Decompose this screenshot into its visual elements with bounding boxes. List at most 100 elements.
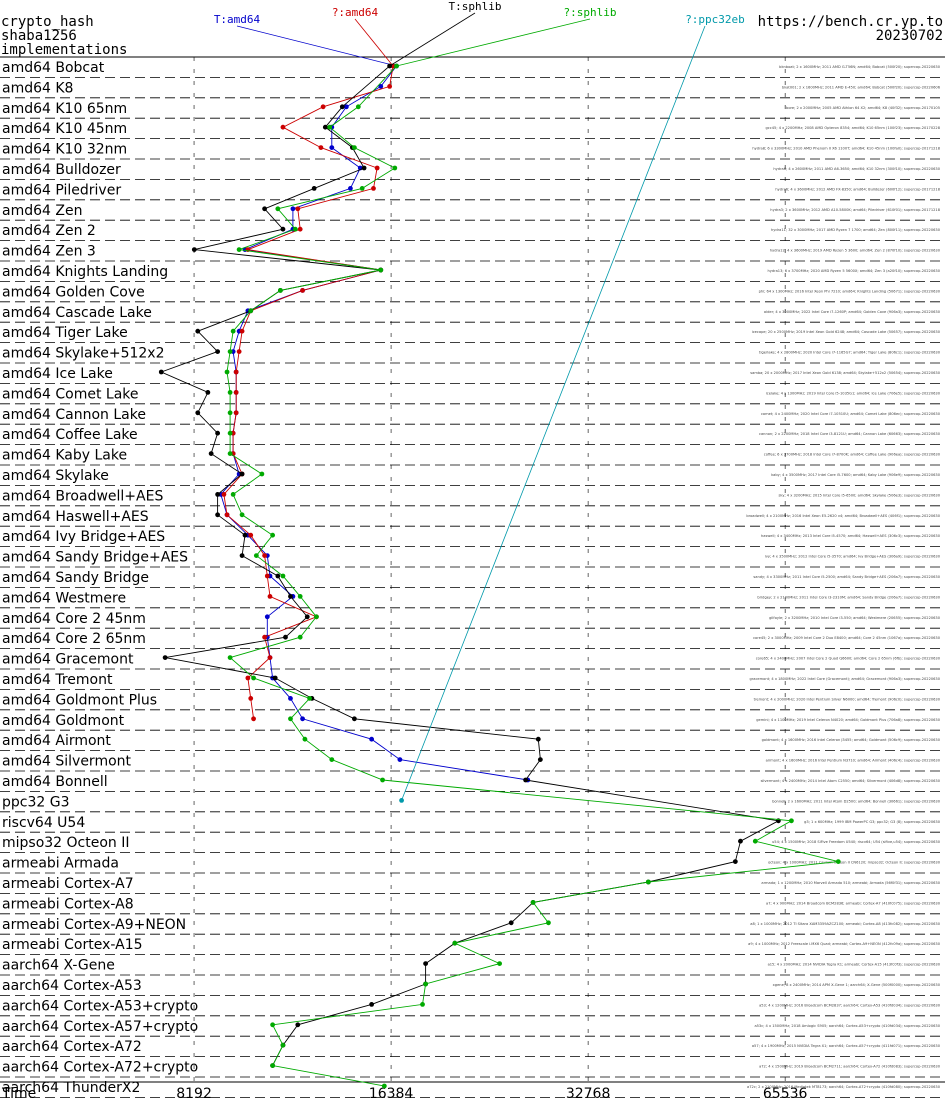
data-point — [378, 84, 384, 89]
series-legend-leader — [389, 12, 476, 67]
data-point — [280, 1042, 286, 1048]
row-note: g3; 1 x 600MHz; 1999 IBM PowerPC G3; ppc… — [804, 820, 941, 824]
series-line — [160, 65, 780, 1066]
row-label: amd64 Broadwell+AES — [2, 488, 163, 504]
data-point — [508, 920, 514, 926]
row-note: silvermont; 4 x 2400MHz; 2014 Intel Atom… — [761, 779, 941, 783]
data-point — [420, 1002, 425, 1007]
data-point — [267, 655, 273, 660]
data-point — [380, 777, 385, 783]
data-point — [280, 573, 286, 579]
data-point — [732, 859, 738, 864]
data-point — [191, 247, 197, 253]
data-point — [215, 430, 221, 436]
data-point — [239, 471, 245, 477]
series-legend-leader — [396, 18, 591, 67]
data-point — [270, 1022, 276, 1028]
data-point — [236, 349, 242, 354]
data-point — [387, 63, 393, 69]
data-point — [546, 920, 551, 926]
row-label: amd64 Airmont — [2, 733, 111, 749]
data-point — [288, 716, 293, 722]
row-note: haswell; 4 x 3400MHz; 2013 Intel Core i5… — [761, 534, 941, 538]
row-note: samba; 20 x 2000MHz; 2017 Intel Xeon Gol… — [750, 371, 940, 375]
data-point — [251, 675, 256, 681]
data-point — [215, 492, 221, 497]
series-legend-label: T:amd64 — [214, 13, 261, 26]
data-point — [397, 757, 403, 762]
row-note: airmont; 4 x 1600MHz; 2016 Intel Pentium… — [766, 759, 941, 763]
row-label: amd64 Golden Cove — [2, 284, 145, 300]
data-point — [272, 675, 278, 681]
row-note: gemini; 4 x 1100MHz; 2019 Intel Celeron … — [756, 718, 940, 722]
data-point — [239, 328, 245, 334]
row-note: core65; 4 x 2400MHz; 2007 Intel Core 2 Q… — [756, 657, 941, 661]
row-label: amd64 Kaby Lake — [2, 448, 127, 464]
row-label: amd64 K10 45nm — [2, 121, 127, 137]
row-note: armada; 1 x 1200MHz; 2010 Marvell Armada… — [761, 881, 940, 885]
row-note: gracemont; 4 x 1800MHz; 2022 Intel Core … — [750, 677, 941, 681]
row-label: amd64 Bonnell — [2, 774, 108, 790]
row-note: a53; 4 x 1200MHz; 2016 Broadcom BCM2837;… — [759, 1003, 941, 1007]
data-point — [195, 328, 201, 334]
row-label: amd64 Goldmont — [2, 713, 125, 729]
row-note: a15; 4 x 2000MHz; 2014 NVIDIA Tegra K1; … — [768, 963, 941, 967]
data-point — [351, 145, 357, 151]
data-point — [307, 696, 312, 701]
data-point — [162, 655, 168, 660]
row-note: a7; 4 x 900MHz; 2014 Broadcom BCM2836; a… — [766, 901, 941, 905]
row-label: aarch64 Cortex-A53 — [2, 978, 142, 994]
data-point — [251, 716, 256, 722]
data-point — [343, 104, 349, 110]
row-label: ppc32 G3 — [2, 794, 70, 810]
series-legend-leader — [236, 25, 397, 67]
row-label: amd64 Sandy Bridge — [2, 570, 149, 586]
row-label: amd64 Sandy Bridge+AES — [2, 550, 188, 566]
row-label: amd64 Core 2 45nm — [2, 611, 146, 627]
x-tick-label: 32768 — [566, 1086, 611, 1102]
header-date: 20230702 — [875, 28, 943, 44]
row-label: amd64 Core 2 65nm — [2, 631, 146, 647]
data-point — [423, 961, 429, 966]
row-note: comet; 4 x 2400MHz; 2020 Intel Core i7-1… — [761, 412, 941, 416]
data-point — [645, 879, 651, 885]
row-note: coffee; 6 x 3700MHz; 2018 Intel Core i7-… — [764, 453, 941, 457]
series-line — [220, 65, 528, 781]
row-note: icecape; 20 x 2500MHz; 2019 Intel Xeon G… — [752, 330, 941, 334]
data-point — [381, 1083, 387, 1089]
header-implementations: implementations — [1, 42, 128, 58]
row-label: aarch64 Cortex-A72 — [2, 1039, 142, 1055]
row-note: goldmont; 4 x 1600MHz; 2016 Intel Celero… — [762, 738, 941, 742]
row-label: amd64 Westmere — [2, 590, 126, 606]
data-point — [359, 186, 365, 191]
data-point — [233, 390, 239, 395]
data-point — [314, 614, 319, 620]
row-note: hydra6; 4 x 2600MHz; 2011 AMD A6-3650; a… — [773, 167, 940, 171]
row-label: amd64 Cascade Lake — [2, 305, 152, 321]
data-point — [278, 288, 283, 293]
row-label: amd64 Zen — [2, 203, 82, 219]
x-tick-label: 16384 — [369, 1086, 414, 1102]
data-point — [537, 757, 543, 762]
data-point — [248, 308, 254, 314]
data-point — [264, 573, 270, 579]
data-point — [267, 594, 273, 599]
row-note: hydra3; 2 x 3600MHz; 2012 AMD A10-5800K;… — [770, 208, 940, 212]
row-label: aarch64 X-Gene — [2, 958, 115, 974]
data-point — [322, 124, 328, 130]
header-site-url[interactable]: https://bench.cr.yp.to — [757, 14, 943, 30]
row-label: amd64 Knights Landing — [2, 264, 168, 280]
data-point — [239, 553, 245, 558]
data-point — [329, 145, 335, 151]
data-point — [239, 512, 245, 518]
row-note: gcc45; 4 x 2200MHz; 2008 AMD Opteron 835… — [766, 126, 941, 130]
row-label: aarch64 Cortex-A53+crypto — [2, 998, 198, 1014]
row-note: hydra13; 6 x 3700MHz; 2020 AMD Ryzen 5 5… — [767, 269, 940, 273]
data-point — [295, 206, 301, 212]
data-point — [262, 206, 268, 212]
row-note: octeon; 4 x 1000MHz; 2011 Cavium Octeon … — [768, 861, 941, 865]
row-note: bonnell; 2 x 1600MHz; 2011 Intel Atom D2… — [772, 799, 941, 803]
x-axis-label: Time — [1, 1086, 36, 1102]
row-note: broadwell; 4 x 2100MHz; 2016 Intel Xeon … — [746, 514, 940, 518]
row-note: u54; 4 x 1500MHz; 2018 SiFive Freedom U5… — [772, 840, 941, 844]
